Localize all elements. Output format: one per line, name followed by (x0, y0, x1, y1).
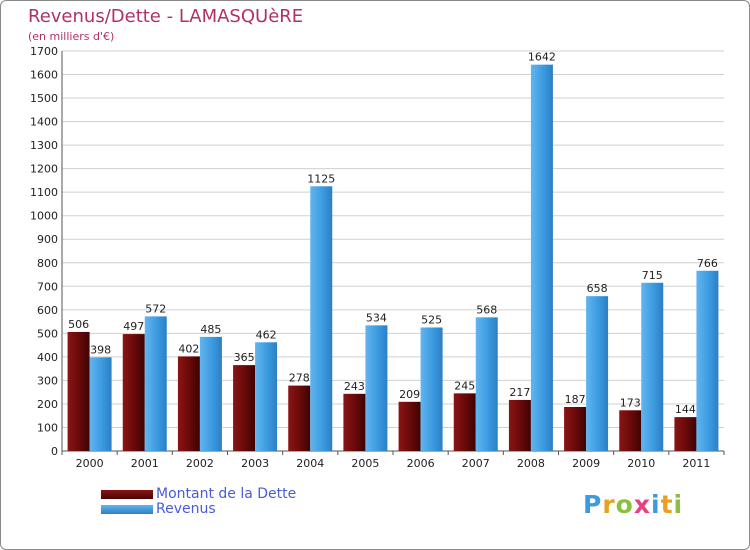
bar-dette (343, 393, 366, 451)
legend-swatch-revenus (101, 505, 153, 514)
y-tick-label: 1700 (30, 45, 58, 58)
logo-letter: i (673, 490, 684, 519)
bar-dette (453, 393, 476, 451)
x-tick-label: 2000 (76, 457, 104, 470)
data-label: 187 (565, 393, 586, 406)
data-label: 243 (344, 380, 365, 393)
y-tick-label: 700 (37, 280, 58, 293)
legend-label-revenus: Revenus (156, 501, 216, 517)
data-label: 144 (675, 403, 696, 416)
x-tick-label: 2006 (407, 457, 435, 470)
data-label: 506 (68, 318, 89, 331)
data-label: 658 (587, 282, 608, 295)
data-label: 715 (642, 269, 663, 282)
bar-dette (619, 410, 642, 451)
bar-revenus (420, 327, 443, 451)
bar-revenus (255, 342, 278, 451)
bar-revenus (586, 296, 609, 451)
data-label: 1642 (528, 51, 556, 64)
chart-title: Revenus/Dette - LAMASQUèRE (28, 6, 304, 27)
logo-letter: t (660, 490, 674, 519)
data-label: 402 (178, 342, 199, 355)
bar-revenus (365, 325, 388, 451)
y-tick-label: 1000 (30, 210, 58, 223)
y-tick-label: 100 (37, 421, 58, 434)
y-tick-label: 600 (37, 304, 58, 317)
chart-subtitle: (en milliers d'€) (28, 30, 115, 43)
bar-dette (508, 399, 531, 451)
y-tick-label: 300 (37, 374, 58, 387)
data-label: 245 (454, 379, 475, 392)
bar-dette (398, 401, 421, 451)
y-tick-label: 900 (37, 233, 58, 246)
data-label: 497 (123, 320, 144, 333)
bar-dette (564, 407, 587, 451)
x-tick-label: 2010 (627, 457, 655, 470)
y-tick-label: 1100 (30, 186, 58, 199)
bar-revenus (641, 282, 664, 451)
bar-dette (288, 385, 311, 451)
bar-revenus (475, 317, 498, 451)
y-tick-label: 1200 (30, 163, 58, 176)
y-tick-label: 1500 (30, 92, 58, 105)
logo-letter: r (602, 490, 616, 519)
bar-revenus (530, 64, 553, 451)
bar-revenus (199, 336, 222, 451)
bar-revenus (696, 270, 719, 451)
x-tick-label: 2011 (682, 457, 710, 470)
y-tick-label: 0 (51, 445, 58, 458)
x-tick-label: 2007 (462, 457, 490, 470)
proxiti-logo: Proxiti (583, 490, 683, 519)
y-tick-label: 400 (37, 351, 58, 364)
y-tick-label: 800 (37, 257, 58, 270)
x-tick-label: 2003 (241, 457, 269, 470)
x-tick-label: 2001 (131, 457, 159, 470)
x-tick-label: 2005 (351, 457, 379, 470)
y-tick-label: 1400 (30, 116, 58, 129)
data-label: 365 (234, 351, 255, 364)
logo-letter: x (633, 490, 651, 519)
data-label: 209 (399, 388, 420, 401)
logo-letter: o (615, 490, 634, 519)
bar-dette (177, 356, 200, 451)
data-label: 217 (509, 386, 530, 399)
data-label: 766 (697, 257, 718, 270)
bar-dette (674, 417, 697, 451)
bar-revenus (310, 186, 333, 451)
data-label: 398 (90, 343, 111, 356)
data-label: 462 (256, 328, 277, 341)
x-tick-label: 2004 (296, 457, 324, 470)
data-label: 173 (620, 396, 641, 409)
bar-dette (67, 331, 90, 451)
y-tick-label: 200 (37, 398, 58, 411)
legend-swatch-dette (101, 490, 153, 499)
data-label: 568 (476, 303, 497, 316)
y-tick-label: 1300 (30, 139, 58, 152)
x-tick-label: 2002 (186, 457, 214, 470)
bar-revenus (89, 357, 112, 451)
logo-letter: i (651, 490, 661, 519)
y-tick-label: 1600 (30, 69, 58, 82)
data-label: 485 (200, 323, 221, 336)
data-label: 534 (366, 311, 387, 324)
bar-revenus (144, 316, 167, 451)
data-label: 1125 (307, 172, 335, 185)
x-tick-label: 2008 (517, 457, 545, 470)
logo-letter: P (583, 490, 603, 519)
y-tick-label: 500 (37, 327, 58, 340)
bar-dette (122, 334, 145, 451)
x-tick-label: 2009 (572, 457, 600, 470)
data-label: 278 (289, 372, 310, 385)
data-label: 572 (145, 302, 166, 315)
bar-dette (233, 365, 256, 451)
legend-label-dette: Montant de la Dette (156, 486, 297, 502)
data-label: 525 (421, 313, 442, 326)
